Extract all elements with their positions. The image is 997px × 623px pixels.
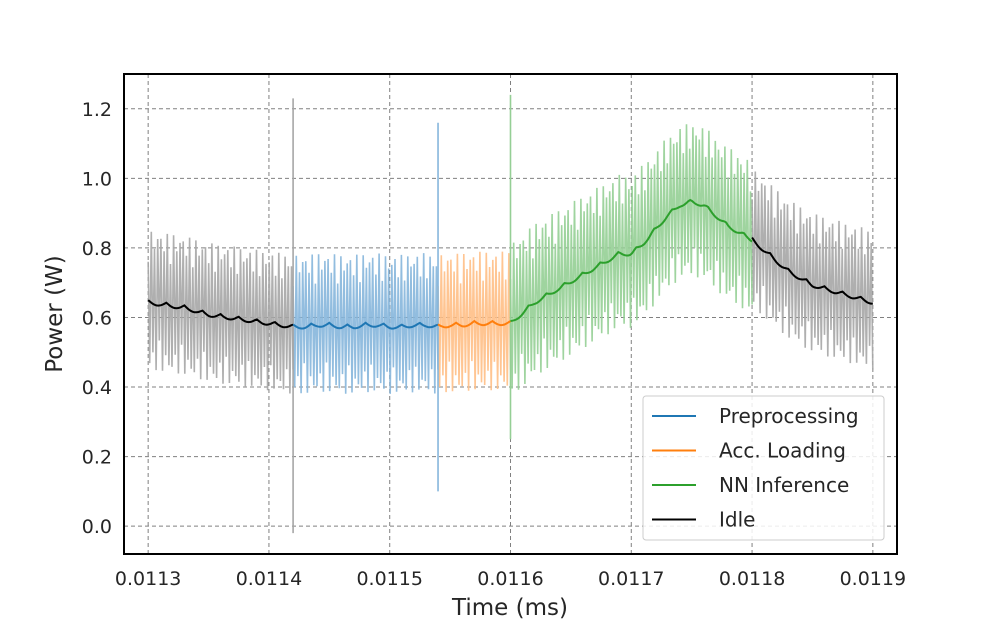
x-tick-label: 0.0114 (236, 568, 302, 590)
y-tick-label: 0.2 (82, 447, 112, 469)
legend-box (642, 395, 885, 541)
mean-line-nn-inference (510, 198, 753, 322)
mean-line-acc-loading (437, 319, 512, 329)
y-tick-label: 0.6 (82, 307, 112, 329)
noise-band-nn-inference (509, 124, 753, 390)
x-tick-label: 0.0117 (598, 568, 664, 590)
mean-line-idle (751, 236, 873, 305)
x-tick-label: 0.0115 (356, 568, 422, 590)
y-tick-label: 1.2 (82, 99, 112, 121)
y-axis-label: Power (W) (42, 255, 68, 373)
plot-frame (123, 73, 898, 555)
plot-series (147, 94, 874, 534)
y-ticks: 0.0 0.2 0.4 0.6 0.8 1.0 1.2 (82, 99, 112, 538)
noise-band-idle (147, 231, 294, 394)
legend-label: Idle (719, 508, 755, 532)
noise-band-preprocessing (292, 253, 439, 394)
noise-band-acc-loading (437, 251, 512, 393)
y-tick-label: 1.0 (82, 168, 112, 190)
mean-line-preprocessing (292, 321, 439, 330)
x-ticks: 0.0113 0.0114 0.0115 0.0116 0.0117 0.0118 0.01… (115, 568, 906, 590)
x-tick-label: 0.0118 (719, 568, 785, 590)
legend-label: Preprocessing (719, 404, 859, 428)
legend: Preprocessing Acc. Loading NN Inference Idl… (642, 395, 885, 541)
y-tick-label: 0.8 (82, 238, 112, 260)
x-tick-label: 0.0113 (115, 568, 181, 590)
x-tick-label: 0.0116 (477, 568, 543, 590)
mean-line-idle (147, 299, 294, 329)
legend-label: Acc. Loading (719, 439, 846, 463)
y-tick-label: 0.4 (82, 377, 112, 399)
x-tick-label: 0.0119 (840, 568, 906, 590)
noise-band-idle (751, 171, 874, 370)
legend-label: NN Inference (719, 473, 849, 497)
x-axis-label: Time (ms) (451, 595, 568, 621)
y-tick-label: 0.0 (82, 516, 112, 538)
